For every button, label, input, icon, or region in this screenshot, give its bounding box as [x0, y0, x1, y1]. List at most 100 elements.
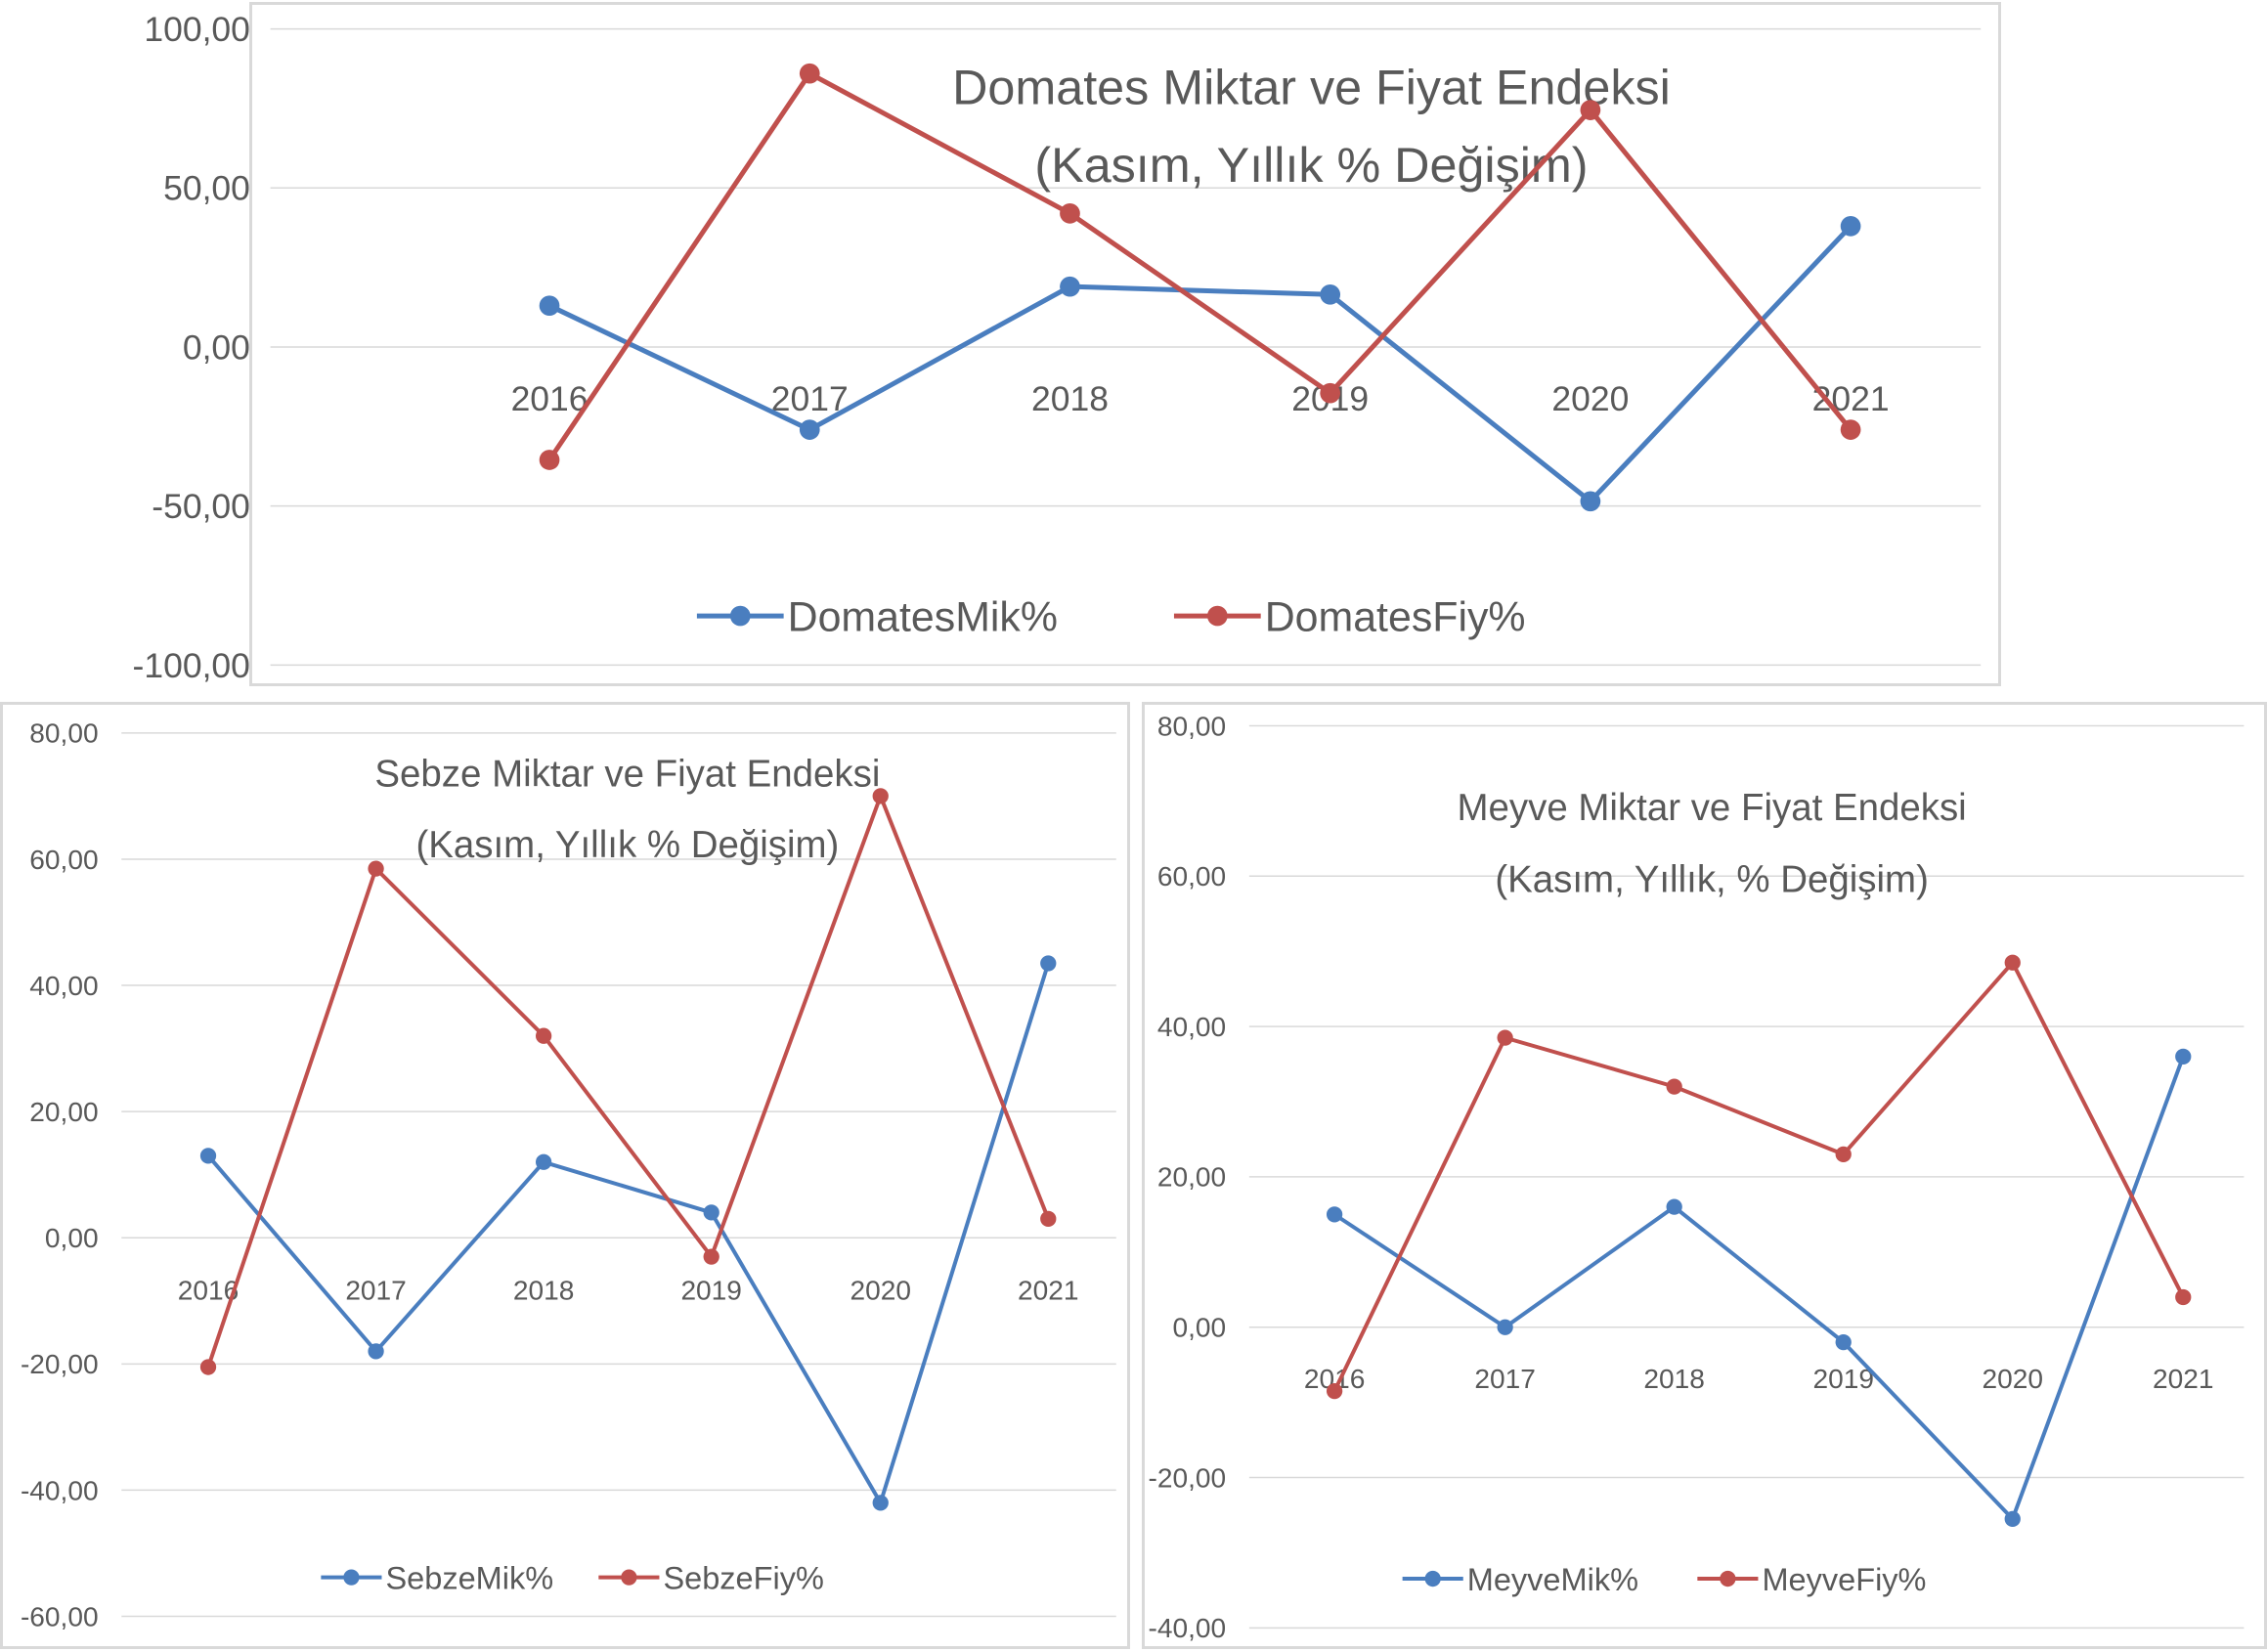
series-line-mik: [547, 224, 1853, 504]
y-tick-label: 20,00: [29, 1097, 98, 1127]
x-tick-label: 2017: [345, 1276, 407, 1306]
legend-label: MeyveMik%: [1467, 1562, 1638, 1597]
chart-title-line: Sebze Miktar ve Fiyat Endeksi: [374, 754, 880, 796]
legend-label: DomatesMik%: [788, 594, 1058, 641]
data-point-fiy: [199, 1359, 217, 1375]
data-point-fiy: [1666, 1078, 1682, 1095]
data-point-fiy: [1060, 202, 1080, 224]
x-tick-label: 2019: [680, 1276, 742, 1306]
legend-label: SebzeMik%: [385, 1560, 553, 1595]
legend-marker-fiy: [1720, 1570, 1736, 1587]
x-tick-label: 2020: [1982, 1364, 2043, 1394]
series-line-mik: [206, 962, 1051, 1505]
x-tick-label: 2020: [850, 1276, 911, 1306]
y-tick-label: -60,00: [21, 1601, 99, 1631]
chart-title-line: Meyve Miktar ve Fiyat Endeksi: [1458, 787, 1967, 829]
legend-label: DomatesFiy%: [1265, 594, 1526, 641]
chart-meyve: 80,0060,0040,0020,000,00-20,00-40,002016…: [1149, 711, 2245, 1643]
data-point-fiy: [2004, 954, 2021, 971]
data-point-mik: [539, 295, 560, 317]
data-point-mik: [1580, 491, 1601, 512]
x-tick-label: 2018: [1643, 1364, 1705, 1394]
data-point-fiy: [1835, 1146, 1852, 1162]
data-point-fiy: [1326, 1382, 1343, 1400]
legend-marker-fiy: [621, 1569, 637, 1586]
y-tick-label: 20,00: [1157, 1162, 1226, 1193]
chart-title-line: Domates Miktar ve Fiyat Endeksi: [952, 59, 1671, 114]
series-line-fiy: [1332, 960, 2186, 1392]
data-point-mik: [872, 1495, 889, 1511]
series-line-fiy: [206, 794, 1051, 1369]
data-point-mik: [199, 1148, 217, 1164]
legend-label: MeyveFiy%: [1762, 1562, 1926, 1597]
data-point-mik: [1835, 1333, 1852, 1351]
series-line-fiy: [546, 70, 1853, 461]
x-tick-label: 2018: [1031, 379, 1109, 418]
y-tick-label: -50,00: [152, 487, 250, 526]
y-tick-label: 0,00: [1173, 1313, 1227, 1343]
series-line-mik: [1333, 1056, 2186, 1521]
legend-marker-fiy: [1206, 605, 1228, 627]
legend-label: SebzeFiy%: [663, 1560, 823, 1595]
x-tick-label: 2017: [1474, 1364, 1536, 1394]
data-point-fiy: [703, 1248, 719, 1265]
data-point-fiy: [2175, 1288, 2192, 1306]
chart-domates: 100,00 50,00 0,00 -50,00 -100,00 2016 2017 2018…: [133, 10, 1982, 685]
data-point-mik: [2175, 1048, 2192, 1065]
data-point-fiy: [1040, 1210, 1057, 1228]
y-tick-label: -20,00: [1149, 1462, 1227, 1493]
data-point-fiy: [1497, 1029, 1513, 1046]
data-point-mik: [1840, 215, 1861, 237]
y-tick-label: -100,00: [133, 646, 250, 685]
x-tick-label: 2021: [2153, 1364, 2214, 1394]
data-point-fiy: [535, 1027, 552, 1044]
y-tick-label: 40,00: [29, 971, 98, 1001]
data-point-fiy: [539, 450, 560, 470]
data-point-mik: [1326, 1206, 1343, 1223]
y-tick-label: 0,00: [45, 1223, 99, 1253]
data-point-mik: [2004, 1510, 2021, 1527]
x-tick-label: 2016: [511, 379, 589, 418]
y-tick-label: 60,00: [29, 845, 98, 875]
chart-panel-meyve: 80,00 60,00 40,00 20,00 0,00 -20,00 -40,00 2016…: [1142, 702, 2267, 1649]
y-tick-label: 40,00: [1157, 1012, 1226, 1042]
data-point-fiy: [1580, 100, 1601, 120]
data-point-mik: [1060, 276, 1080, 297]
chart-panel-domates: 100,00 50,00 0,00 -50,00 -100,00 2016 2017 2018…: [133, 2, 2001, 686]
chart-title-line: (Kasım, Yıllık % Değişim): [1034, 137, 1588, 193]
y-tick-label: -20,00: [21, 1349, 99, 1379]
chart-sebze: 80,00 60,00 40,00 20,00 0,00 -20,00 -40,00 -60,…: [21, 718, 1116, 1631]
y-tick-label: 80,00: [1157, 711, 1226, 741]
x-tick-label: 2017: [771, 379, 849, 418]
data-point-mik: [703, 1204, 719, 1221]
data-point-mik: [799, 419, 820, 440]
data-point-fiy: [1840, 419, 1861, 440]
data-point-mik: [368, 1343, 384, 1360]
data-point-fiy: [872, 788, 889, 804]
x-tick-label: 2020: [1551, 379, 1629, 418]
y-tick-label: 60,00: [1157, 861, 1226, 891]
y-tick-label: 100,00: [144, 10, 250, 49]
data-point-mik: [1320, 283, 1341, 305]
data-point-mik: [1497, 1319, 1513, 1335]
y-tick-label: -40,00: [1149, 1613, 1227, 1643]
data-point-fiy: [368, 860, 384, 877]
data-point-mik: [535, 1153, 552, 1170]
legend-marker-mik: [1424, 1570, 1441, 1587]
x-tick-label: 2019: [1812, 1364, 1874, 1394]
x-tick-label: 2021: [1018, 1276, 1079, 1306]
data-point-mik: [1040, 955, 1057, 972]
y-tick-label: -40,00: [21, 1475, 99, 1505]
chart-panel-sebze: 80,00 60,00 40,00 20,00 0,00 -20,00 -40,00 -60,…: [0, 702, 1130, 1649]
y-tick-label: 0,00: [183, 327, 250, 367]
legend-marker-mik: [729, 605, 751, 627]
data-point-mik: [1666, 1198, 1682, 1215]
y-tick-label: 50,00: [163, 169, 250, 208]
x-tick-label: 2018: [513, 1276, 575, 1306]
legend-marker-mik: [343, 1569, 360, 1586]
y-tick-label: 80,00: [29, 718, 98, 749]
data-point-fiy: [1320, 382, 1341, 404]
chart-title-line: (Kasım, Yıllık % Değişim): [415, 824, 839, 866]
data-point-fiy: [799, 63, 820, 84]
chart-title-line: (Kasım, Yıllık, % Değişim): [1495, 859, 1929, 901]
